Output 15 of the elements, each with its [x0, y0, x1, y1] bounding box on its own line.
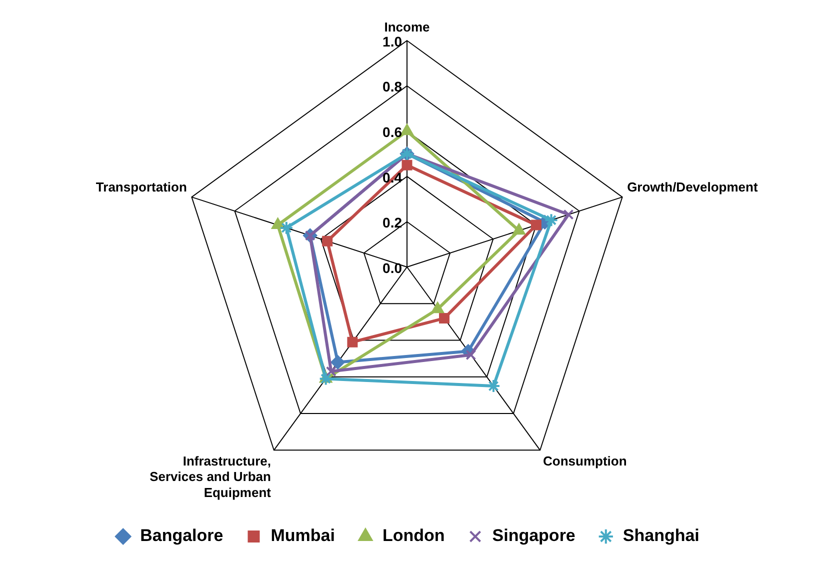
y-tick-label: 0.6 — [382, 124, 402, 140]
legend-label: Mumbai — [270, 526, 335, 546]
legend-label: Singapore — [492, 526, 576, 546]
spoke-label: Growth/Development — [627, 179, 758, 194]
y-tick-label: 0.0 — [382, 260, 402, 276]
spoke-label: Transportation — [96, 179, 187, 194]
legend-label: Bangalore — [140, 526, 224, 546]
legend-label: Shanghai — [622, 526, 700, 546]
spoke-label: Infrastructure, Services and Urban Equipment — [150, 454, 272, 500]
y-tick-label: 1.0 — [382, 33, 402, 50]
legend-label: London — [382, 526, 445, 546]
spoke-label: Consumption — [543, 454, 627, 469]
y-tick-label: 0.8 — [382, 78, 402, 95]
y-tick-label: 0.2 — [382, 214, 402, 231]
spoke-label: Income — [384, 19, 430, 34]
